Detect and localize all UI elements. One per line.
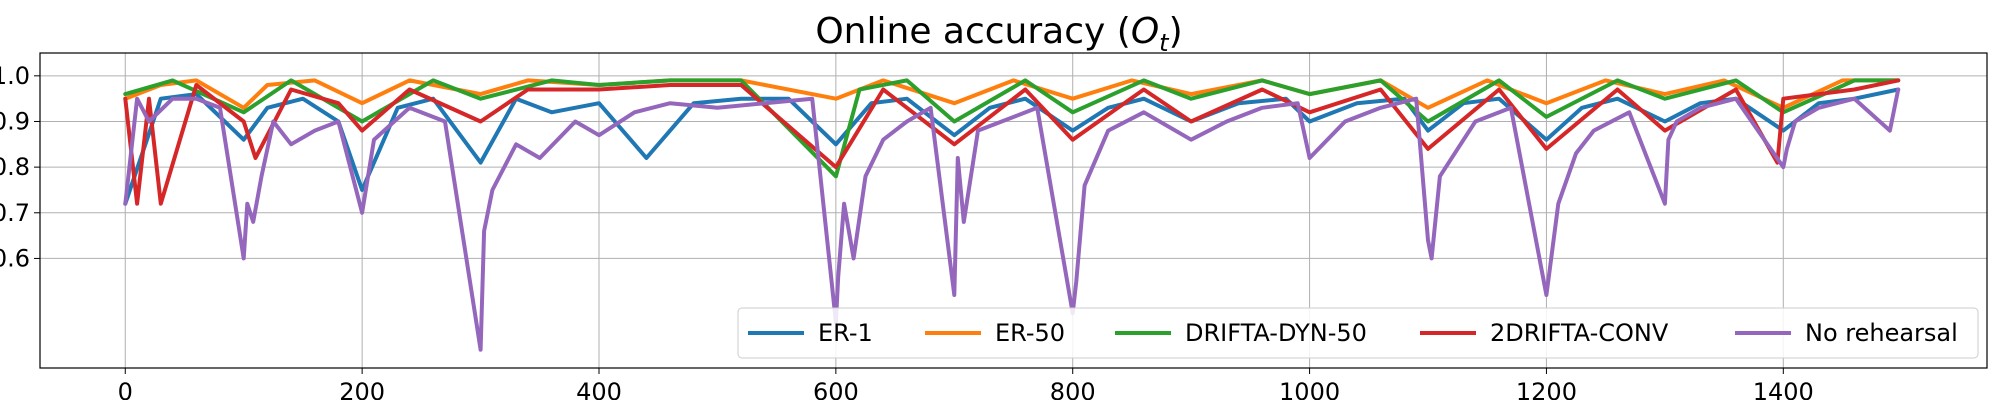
legend-box (737, 307, 1979, 359)
y-tick-label: 1.0 (0, 62, 30, 90)
chart-title-text: Online accuracy ( (815, 11, 1130, 52)
x-tick-label: 200 (339, 378, 385, 400)
chart-title-close: ) (1169, 11, 1183, 52)
x-tick-label: 600 (813, 378, 859, 400)
legend-label: No rehearsal (1805, 319, 1958, 347)
chart-title: Online accuracy (Ot) (815, 11, 1182, 57)
series-line-no-rehearsal (123, 87, 1901, 352)
legend-label: DRIFTA-DYN-50 (1185, 319, 1367, 347)
y-tick-label: 0.8 (0, 153, 30, 181)
x-tick-label: 1400 (1753, 378, 1814, 400)
x-tick-label: 800 (1050, 378, 1096, 400)
legend-label: 2DRIFTA-CONV (1490, 319, 1669, 347)
legend-label: ER-50 (995, 319, 1065, 347)
y-tick-label: 0.7 (0, 199, 30, 227)
y-tick-label: 0.6 (0, 244, 30, 272)
plot-frame (39, 52, 1988, 369)
series-layer (123, 78, 1901, 352)
x-tick-label: 1000 (1279, 378, 1340, 400)
x-tick-label: 400 (576, 378, 622, 400)
chart-title-math-main: O (1131, 11, 1159, 52)
series-line-drifta-dyn-50 (123, 78, 1901, 179)
tick-layer: 0 200 400 600 800 1000 1200 1400 0.6 0.7 0.8 0.9 1.0 (0, 62, 1814, 400)
legend-label: ER-1 (818, 319, 873, 347)
legend: ER-1 ER-50 DRIFTA-DYN-50 2DRIFTA-CONV No reh… (737, 307, 1979, 359)
chart-title-math-sub: t (1159, 29, 1170, 57)
y-tick-label: 0.9 (0, 107, 30, 135)
x-tick-label: 1200 (1516, 378, 1577, 400)
series-line-2drifta-conv (123, 78, 1901, 206)
series-line-er-50 (123, 78, 1901, 110)
x-tick-label: 0 (118, 378, 133, 400)
